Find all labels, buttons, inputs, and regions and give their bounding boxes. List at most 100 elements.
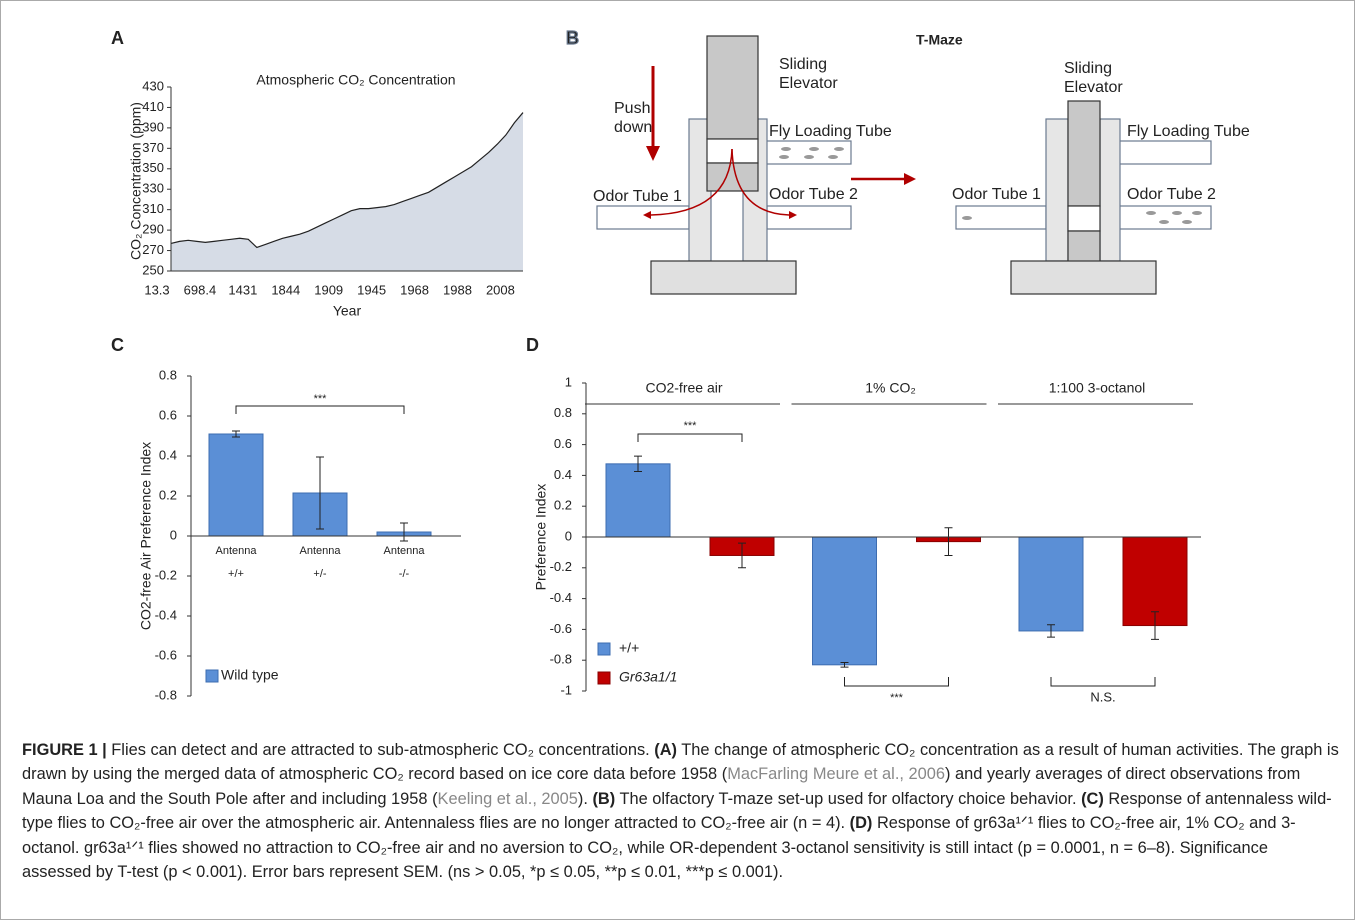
- diagram-labels: Sliding Elevator Push down Fly Loading T…: [593, 56, 1250, 205]
- significance-bracket: [235, 405, 405, 414]
- bar: [1122, 536, 1188, 627]
- x-tick-label: +/+: [228, 568, 244, 580]
- x-tick-label: Antenna: [300, 545, 342, 557]
- caption-text: The olfactory T-maze set-up used for olf…: [615, 789, 1082, 808]
- x-tick-label: 13.3: [144, 282, 169, 297]
- panel-label: C: [111, 335, 124, 355]
- caption-text: Response of gr63a¹ᐟ¹ flies to CO₂-free a…: [22, 814, 1296, 882]
- y-tick-label: 250: [142, 262, 164, 277]
- x-tick-label: Antenna: [384, 545, 426, 557]
- y-tick-label: 0.2: [159, 487, 177, 502]
- y-tick-label: 430: [142, 78, 164, 93]
- x-tick-label: 2008: [486, 282, 515, 297]
- label: Odor Tube 1: [593, 188, 682, 205]
- y-tick-label: 0: [170, 527, 177, 542]
- error-bar: [1047, 624, 1055, 638]
- y-axis-label: Preference Index: [533, 484, 549, 591]
- y-tick-label: 0: [565, 528, 572, 543]
- label: Odor Tube 2: [769, 186, 858, 203]
- y-tick-label: -0.6: [550, 621, 572, 636]
- legend-swatch: [597, 671, 611, 685]
- x-tick-label: 1945: [357, 282, 386, 297]
- y-tick-label: 290: [142, 222, 164, 237]
- y-tick-label: -0.8: [155, 687, 177, 702]
- caption-text: (C): [1081, 789, 1104, 808]
- x-tick-label: 1844: [271, 282, 300, 297]
- x-tick-label: -/-: [399, 568, 410, 580]
- caption-text: The change of atmospheric CO₂ concentrat…: [22, 741, 1339, 784]
- y-tick-label: 330: [142, 181, 164, 196]
- bar: [1018, 536, 1084, 632]
- significance-bracket: [637, 433, 743, 442]
- y-tick-label: 370: [142, 140, 164, 155]
- significance-bracket: [844, 677, 949, 687]
- y-axis-label: CO2-free Air Preference Index: [138, 442, 154, 630]
- citation-link[interactable]: MacFarling Meure et al., 2006: [727, 765, 945, 784]
- y-tick-label: 0.4: [554, 467, 572, 482]
- error-bar: [738, 542, 746, 569]
- bar: [208, 433, 264, 537]
- label: Odor Tube 2: [1127, 186, 1216, 203]
- error-bar: [400, 522, 408, 542]
- error-bar: [232, 430, 240, 438]
- y-tick-label: -0.2: [550, 559, 572, 574]
- caption-text: (D): [849, 814, 873, 833]
- error-bar: [1151, 611, 1159, 640]
- figure: B T-Maze Sliding Elevator Pu: [111, 27, 1250, 704]
- bar: [605, 463, 671, 538]
- caption-text: ) and yearly averages of direct observat…: [22, 765, 1301, 808]
- y-tick-label: -1: [560, 682, 572, 697]
- y-tick-label: -0.2: [155, 567, 177, 582]
- caption-text: (A): [654, 741, 678, 759]
- y-tick-label: 350: [142, 160, 164, 175]
- y-tick-label: -0.8: [550, 652, 572, 667]
- x-tick-label: 698.4: [184, 282, 217, 297]
- error-bar: [944, 527, 953, 556]
- legend-swatch: [205, 669, 219, 683]
- significance-label: ***: [890, 692, 904, 704]
- y-tick-label: -0.6: [155, 647, 177, 662]
- significance-label: ***: [684, 420, 698, 432]
- x-tick-label: 1988: [443, 282, 472, 297]
- y-tick-label: -0.4: [550, 590, 572, 605]
- citation-link[interactable]: Keeling et al., 2005: [437, 789, 578, 808]
- label: Sliding: [779, 56, 827, 73]
- caption-text: ).: [577, 789, 593, 808]
- figure-caption: FIGURE 1 | Flies can detect and are attr…: [22, 738, 1340, 884]
- t-maze-diagram: B T-Maze: [565, 27, 1212, 295]
- caption-text: FIGURE 1 |: [22, 741, 107, 759]
- legend-label: +/+: [619, 640, 639, 656]
- x-tick-label: 1431: [228, 282, 257, 297]
- bar: [812, 536, 877, 666]
- y-tick-label: 410: [142, 99, 164, 114]
- y-tick-label: 0.6: [554, 436, 572, 451]
- significance-label: ***: [314, 393, 328, 405]
- y-tick-label: 0.2: [554, 498, 572, 513]
- y-tick-label: 0.8: [159, 367, 177, 382]
- panel-label: B: [566, 28, 579, 48]
- caption-text: Flies can detect and are attracted to su…: [106, 741, 655, 759]
- y-tick-label: 270: [142, 242, 164, 257]
- legend-label: Wild type: [221, 667, 279, 683]
- x-tick-label: 1968: [400, 282, 429, 297]
- label: down: [614, 119, 652, 136]
- legend-swatch: [597, 642, 611, 656]
- y-tick-label: 390: [142, 119, 164, 134]
- legend-label: Gr63a1/1: [619, 669, 677, 685]
- label: Fly Loading Tube: [769, 123, 892, 140]
- y-tick-label: 0.4: [159, 447, 177, 462]
- y-axis-label: CO₂ Concentration (ppm): [128, 102, 144, 260]
- panel-label: A: [111, 28, 124, 48]
- label: Push: [614, 100, 650, 117]
- label: Elevator: [779, 75, 838, 92]
- label: Odor Tube 1: [952, 186, 1041, 203]
- panel-label: D: [526, 335, 539, 355]
- x-tick-label: +/-: [313, 568, 326, 580]
- significance-bracket: [1050, 677, 1156, 687]
- error-bar: [316, 456, 324, 530]
- label: Elevator: [1064, 79, 1123, 96]
- x-tick-label: Antenna: [216, 545, 258, 557]
- group-label: 1% CO₂: [865, 380, 916, 396]
- label: Sliding: [1064, 60, 1112, 77]
